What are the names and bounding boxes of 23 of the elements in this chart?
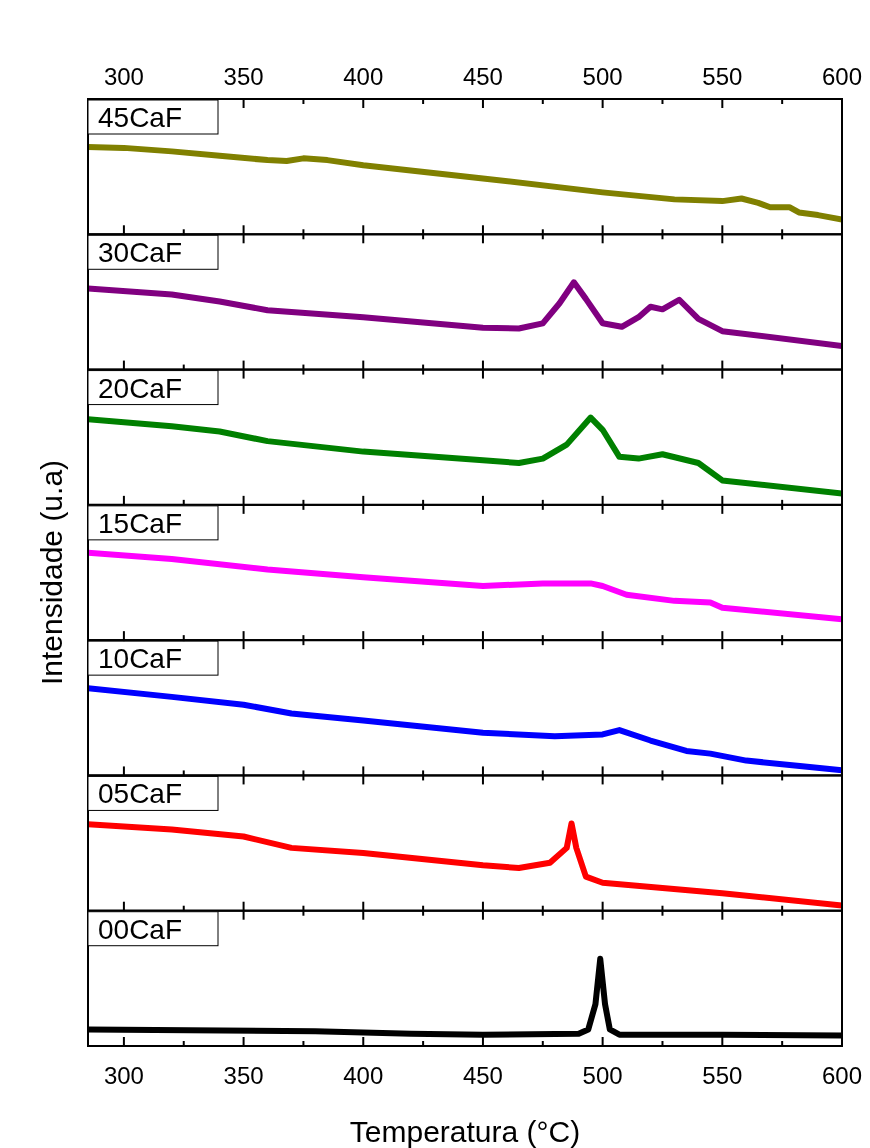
x-tick-label: 450 xyxy=(462,63,503,90)
x-tick-label: 400 xyxy=(343,63,384,90)
x-axis-title: Temperatura (°C) xyxy=(349,1115,581,1148)
x-tick-label: 350 xyxy=(223,63,264,90)
legend-label: 00CaF xyxy=(98,913,183,945)
x-tick-label: 450 xyxy=(462,1062,503,1089)
x-tick-label: 400 xyxy=(343,1062,384,1089)
series-label: 10CaF xyxy=(98,643,183,675)
x-tick-label: 550 xyxy=(702,63,743,90)
x-tick-label: 500 xyxy=(582,1062,623,1089)
x-tick-label: 300 xyxy=(103,1062,144,1089)
x-tick-label: 550 xyxy=(702,1062,743,1089)
series-label: 05CaF xyxy=(98,778,183,810)
y-axis-title: Intensidade (u.a) xyxy=(35,459,68,686)
x-tick-label: 350 xyxy=(223,1062,264,1089)
series-label: 15CaF xyxy=(98,507,183,539)
x-tick-label: 600 xyxy=(821,63,863,90)
series-label: 45CaF xyxy=(98,102,183,133)
series-label: 30CaF xyxy=(98,237,183,269)
series-label: 20CaF xyxy=(98,372,183,404)
x-tick-label: 600 xyxy=(821,1062,863,1089)
x-tick-label: 300 xyxy=(103,63,144,90)
x-tick-label: 500 xyxy=(582,63,623,90)
